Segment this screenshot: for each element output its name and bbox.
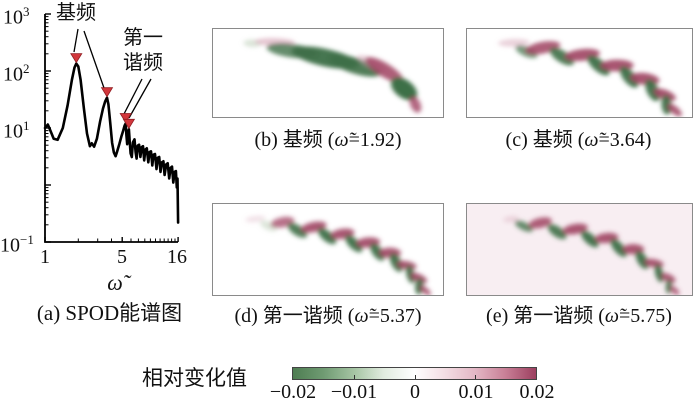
colorbar-tick-zero: 0 [410, 381, 420, 403]
annotation-first-harmonic-label: 第一 谐频 [123, 27, 163, 74]
colorbar-tick-neg001: −0.01 [330, 381, 378, 403]
caption-panel-a: (a) SPOD能谱图 [36, 301, 183, 325]
x-tick-1: 1 [40, 246, 50, 268]
colorbar-notch-zero [414, 375, 416, 379]
spod-spectrum-plot [43, 13, 180, 243]
annotation-fundamental-label: 基频 [56, 2, 96, 24]
mode-panel-c [466, 28, 693, 118]
y-tick-1e3: 103 [3, 4, 30, 29]
y-tick-1e1: 101 [3, 118, 30, 143]
colorbar-notch-neg001 [353, 375, 355, 379]
caption-panel-b: (b) 基频 (ω̃=1.92) [254, 129, 402, 151]
y-tick-1e-1: 10−1 [0, 232, 34, 257]
caption-panel-c: (c) 基频 (ω̃=3.64) [505, 129, 652, 151]
mode-contour-c [498, 38, 682, 117]
colorbar-tick-neg002: −0.02 [269, 381, 317, 403]
x-tick-5: 5 [117, 246, 127, 268]
x-tick-16: 16 [167, 246, 187, 268]
mode-contour-d [245, 215, 431, 295]
y-tick-1e2: 102 [3, 61, 30, 86]
colorbar-notch-pos001 [475, 375, 477, 379]
mode-contour-b [243, 38, 422, 113]
caption-panel-d: (d) 第一谐频 (ω̃=5.37) [234, 305, 422, 327]
caption-panel-e: (e) 第一谐频 (ω̃=5.75) [486, 305, 672, 327]
x-axis-label-omega: ω̃ [107, 270, 123, 295]
colorbar-label: 相对变化值 [142, 366, 247, 390]
mode-panel-b [212, 28, 444, 118]
mode-contour-e [503, 216, 680, 295]
colorbar-tick-pos001: 0.01 [458, 381, 494, 403]
colorbar [292, 367, 537, 380]
colorbar-tick-pos002: 0.02 [519, 381, 555, 403]
mode-panel-d [212, 203, 444, 296]
mode-panel-e [466, 203, 693, 296]
